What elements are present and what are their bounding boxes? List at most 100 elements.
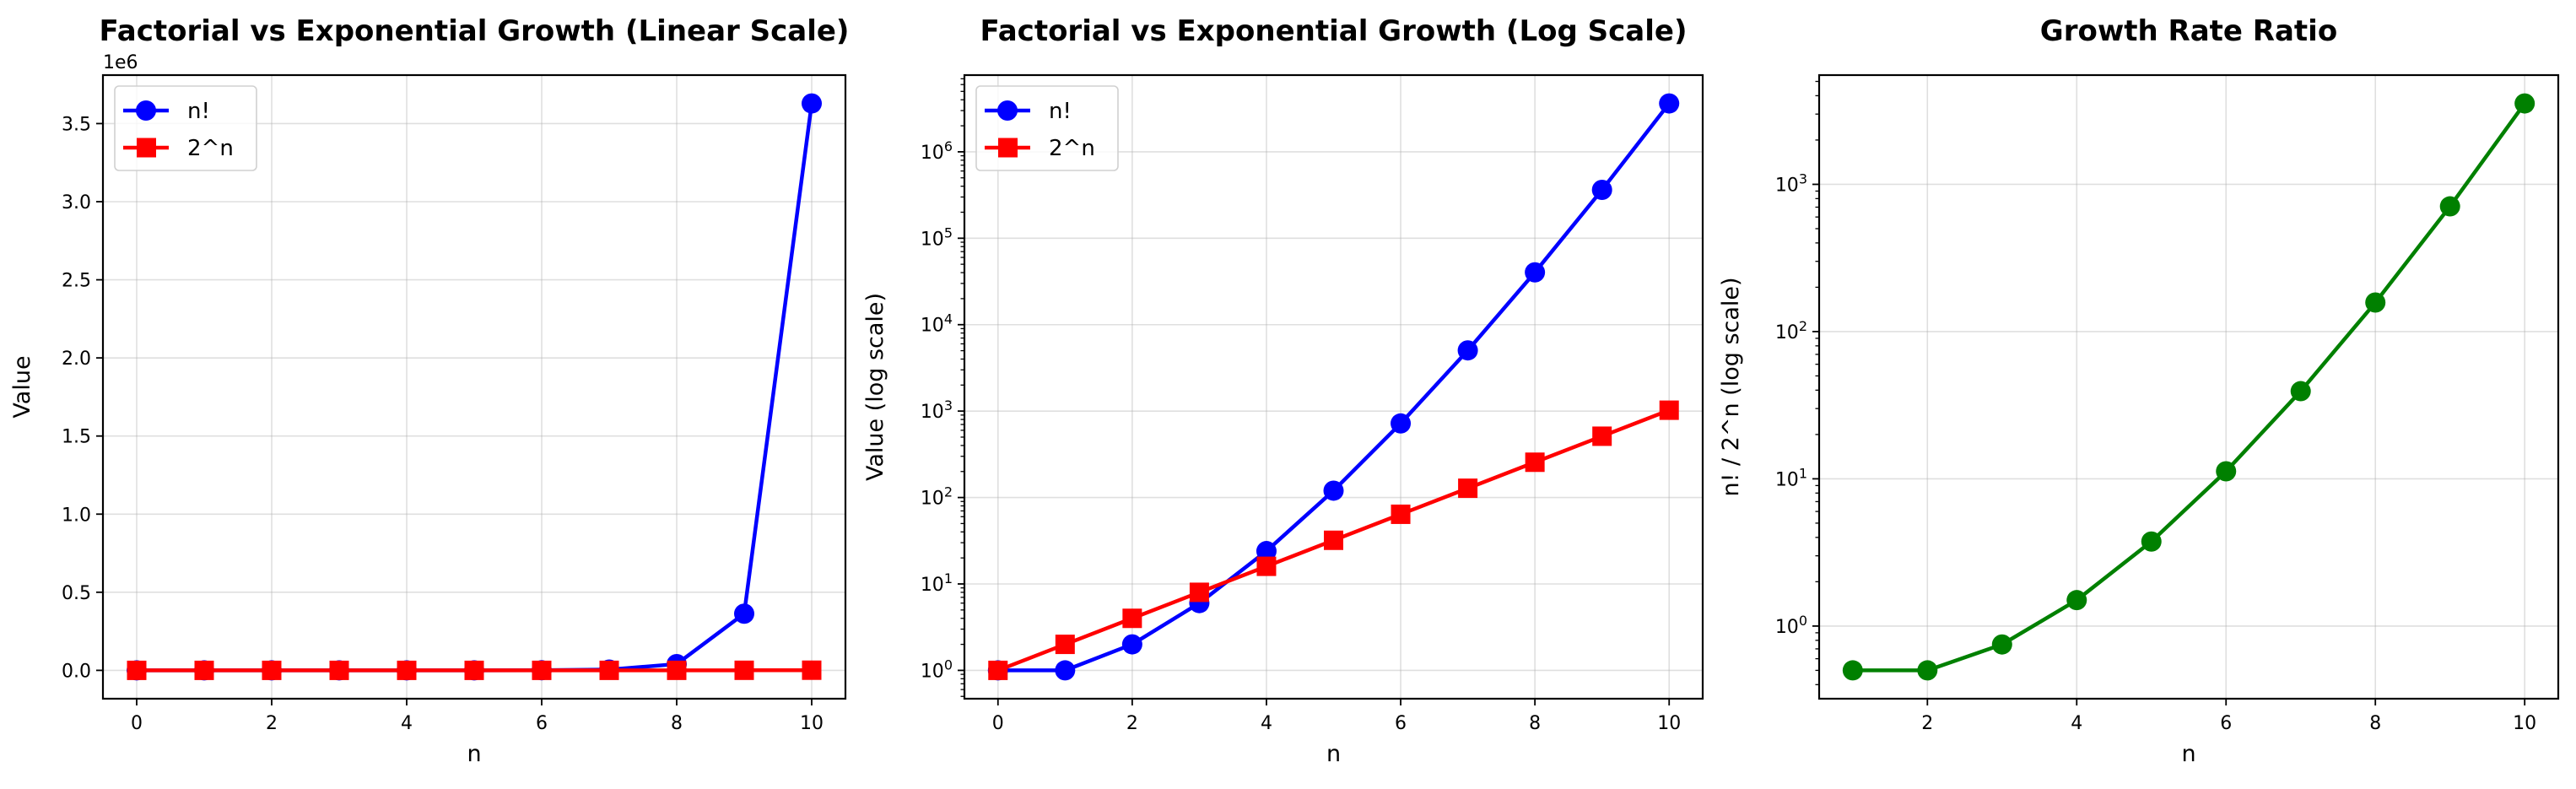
x-tick-label: 8 [671,713,683,734]
data-point-2^n [532,660,552,680]
axes-frame [1817,73,2560,700]
legend-marker-square [137,138,156,158]
legend-label: n! [1049,99,1072,124]
y-offset-label: 1e6 [103,52,138,73]
x-tick-label: 4 [2071,713,2082,734]
y-tick-label: 105 [921,224,953,250]
y-tick-label: 3.5 [62,114,91,135]
data-point-2^n [464,660,484,680]
data-point-n!/2^n [2141,531,2162,552]
chart-title: Growth Rate Ratio [2040,14,2337,48]
x-tick-label: 10 [2513,713,2536,734]
legend-marker-square [998,138,1018,158]
data-point-2^n [1256,556,1277,576]
series-line-n! [997,102,1671,673]
data-point-n! [1256,541,1277,562]
data-point-2^n [1458,478,1478,499]
x-tick-label: 4 [1261,713,1272,734]
y-tick-label: 102 [1775,318,1807,343]
data-point-n! [1659,93,1680,114]
data-point-n!/2^n [2066,590,2087,611]
data-point-n! [1323,480,1344,501]
y-tick-label: 100 [921,657,953,682]
data-point-n!/2^n [1917,660,1938,681]
x-tick-label: 10 [800,713,824,734]
y-tick-label: 101 [1775,465,1807,490]
x-tick-label: 2 [1126,713,1138,734]
data-point-2^n [1055,635,1075,655]
series-line-n! [137,103,814,673]
data-point-n!/2^n [1842,660,1863,681]
data-point-n!/2^n [2365,292,2386,313]
data-point-n! [802,93,822,114]
y-axis-label: n! / 2^n (log scale) [1718,277,1744,496]
y-tick-label: 0.0 [62,661,91,682]
data-point-n! [1591,179,1612,200]
y-axis-label: Value [9,355,35,418]
x-tick-label: 2 [266,713,278,734]
data-point-2^n [599,660,619,680]
axes-frame [963,73,1704,700]
x-axis-label: n [467,741,481,767]
data-point-2^n [988,660,1008,680]
x-tick-label: 10 [1657,713,1681,734]
data-point-2^n [1189,582,1209,603]
data-point-2^n [262,660,282,680]
legend-label: n! [187,99,210,124]
legend-marker-circle [997,100,1018,121]
data-point-2^n [802,660,822,680]
y-tick-label: 101 [921,570,953,596]
data-point-n! [1525,262,1546,283]
legend-marker-circle [136,100,156,121]
y-tick-label: 104 [921,311,953,337]
legend-box [114,85,257,171]
x-tick-label: 2 [1921,713,1933,734]
x-tick-label: 6 [536,713,548,734]
y-tick-label: 102 [921,484,953,510]
data-point-n! [1457,340,1478,361]
subplot-2: 0 2 4 6 8 10 100 101 102 103 104 105 106 Factorial vs… [862,14,1704,767]
x-tick-label: 8 [2369,713,2381,734]
x-tick-label: 6 [1395,713,1407,734]
data-point-2^n [1592,426,1612,446]
x-tick-label: 0 [992,713,1004,734]
legend-label: 2^n [1049,136,1095,161]
data-point-2^n [734,660,754,680]
x-tick-label: 0 [131,713,143,734]
data-point-2^n [1122,608,1142,629]
data-point-n! [1391,413,1412,434]
data-point-n!/2^n [2439,196,2460,217]
chart-title: Factorial vs Exponential Growth (Linear … [100,14,850,48]
y-tick-label: 2.0 [62,349,91,370]
x-tick-label: 4 [401,713,413,734]
chart-title: Factorial vs Exponential Growth (Log Sca… [980,14,1687,48]
x-axis-label: n [2181,741,2195,767]
data-point-2^n [1659,400,1679,420]
y-tick-label: 1.5 [62,427,91,448]
data-point-n!/2^n [2514,93,2535,114]
data-point-n!/2^n [2216,461,2237,482]
y-tick-label: 100 [1775,613,1807,638]
data-point-n! [1055,660,1076,681]
y-axis-label: Value (log scale) [862,293,888,481]
data-point-n!/2^n [2290,381,2311,402]
x-axis-label: n [1326,741,1341,767]
y-tick-label: 103 [1775,170,1807,196]
y-tick-label: 3.0 [62,192,91,213]
legend: n! 2^n [114,85,257,171]
data-point-2^n [667,660,687,680]
data-point-2^n [127,660,147,680]
data-point-2^n [1391,504,1411,524]
legend-label: 2^n [187,136,234,161]
y-tick-label: 0.5 [62,583,91,604]
x-tick-label: 6 [2220,713,2232,734]
data-point-2^n [329,660,349,680]
subplot-3: 2 4 6 8 10 100 101 102 103 Growth Rate Ratio n n! /… [1718,14,2560,767]
data-point-n! [734,603,754,624]
y-tick-label: 106 [921,138,953,164]
data-point-2^n [397,660,417,680]
y-tick-label: 103 [921,397,953,423]
subplot-1: 0 2 4 6 8 10 0.0 0.5 1.0 1.5 2.0 2.5 3.0 3.5 1e6 Factor… [9,14,849,767]
data-point-n! [1121,634,1142,655]
